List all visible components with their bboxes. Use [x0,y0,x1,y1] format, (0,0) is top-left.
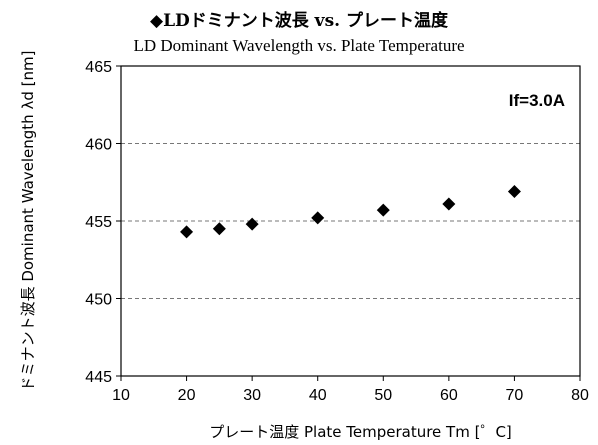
chart-subtitle: LD Dominant Wavelength vs. Plate Tempera… [133,36,465,55]
data-point [507,185,521,199]
data-point [376,203,390,217]
x-tick-label: 30 [243,387,261,404]
data-points [180,185,521,239]
data-point [245,217,259,231]
y-tick-label: 455 [85,214,112,231]
y-tick-label: 450 [85,292,112,309]
grid-lines [121,143,580,299]
x-tick-label: 60 [440,387,458,404]
x-tick-label: 70 [506,387,524,404]
x-tick-label: 10 [112,387,130,404]
y-tick-label: 465 [85,59,112,76]
chart-title: ◆LDドミナント波長 vs. プレート温度 [150,11,448,31]
data-point [180,225,194,239]
axis-ticks: 10 20 30 40 50 60 70 80 445 450 455 460 465 [85,59,589,404]
plot-area [120,65,581,377]
data-point [442,197,456,211]
data-point [212,222,226,236]
y-tick-label: 460 [85,137,112,154]
x-tick-label: 50 [374,387,392,404]
x-tick-label: 80 [571,387,589,404]
x-tick-label: 20 [178,387,196,404]
y-tick-label: 445 [85,369,112,386]
y-axis-label: ドミナント波長 Dominant Wavelength λd [nm] [19,51,37,392]
x-axis-label: プレート温度 Plate Temperature Tm [゜C] [209,423,512,441]
data-point [311,211,325,225]
x-tick-label: 40 [309,387,327,404]
annotation-label: If=3.0A [509,91,565,110]
